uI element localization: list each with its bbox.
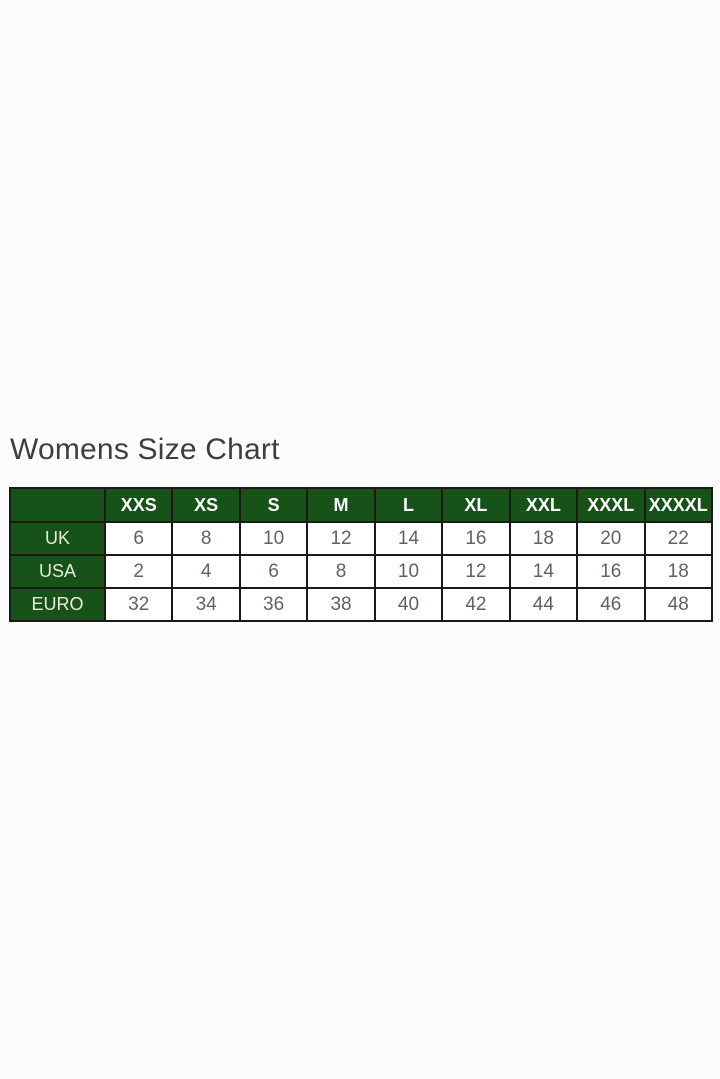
corner-cell [9,487,106,523]
size-value-cell: 16 [576,554,646,589]
column-header-xxl: XXL [508,487,579,523]
size-value-cell: 2 [103,554,174,589]
size-value-cell: 22 [643,521,713,556]
column-header-xl: XL [441,487,511,523]
size-value-cell: 48 [643,587,713,622]
size-value-cell: 36 [238,587,309,622]
size-value-cell: 18 [643,554,713,589]
page-title: Womens Size Chart [10,433,280,466]
size-value-cell: 6 [103,521,174,556]
size-value-cell: 8 [306,554,376,589]
size-value-cell: 6 [238,554,309,589]
column-header-xxxl: XXXL [576,487,646,523]
size-value-cell: 14 [373,521,444,556]
size-value-cell: 38 [306,587,376,622]
size-value-cell: 46 [576,587,646,622]
size-value-cell: 4 [171,554,241,589]
table-row-uk: UK 6 8 10 12 14 16 18 20 22 [9,521,713,556]
row-label-euro: EURO [9,587,106,622]
row-label-usa: USA [9,554,106,589]
size-value-cell: 34 [171,587,241,622]
size-value-cell: 32 [103,587,174,622]
table-row-usa: USA 2 4 6 8 10 12 14 16 18 [9,554,713,589]
row-label-uk: UK [9,521,106,556]
size-value-cell: 10 [373,554,444,589]
size-value-cell: 14 [508,554,579,589]
column-header-l: L [373,487,444,523]
column-header-xs: XS [171,487,241,523]
table-row-euro: EURO 32 34 36 38 40 42 44 46 48 [9,587,713,622]
column-header-m: M [306,487,376,523]
size-value-cell: 8 [171,521,241,556]
column-header-s: S [238,487,309,523]
size-value-cell: 40 [373,587,444,622]
size-value-cell: 18 [508,521,579,556]
size-value-cell: 16 [441,521,511,556]
size-value-cell: 20 [576,521,646,556]
size-value-cell: 44 [508,587,579,622]
size-value-cell: 10 [238,521,309,556]
size-value-cell: 12 [306,521,376,556]
column-header-xxxxl: XXXXL [643,487,713,523]
column-header-xxs: XXS [103,487,174,523]
size-value-cell: 12 [441,554,511,589]
size-chart-table: XXS XS S M L XL XXL XXXL XXXXL UK 6 8 10… [9,487,713,622]
table-header-row: XXS XS S M L XL XXL XXXL XXXXL [9,487,713,523]
size-value-cell: 42 [441,587,511,622]
